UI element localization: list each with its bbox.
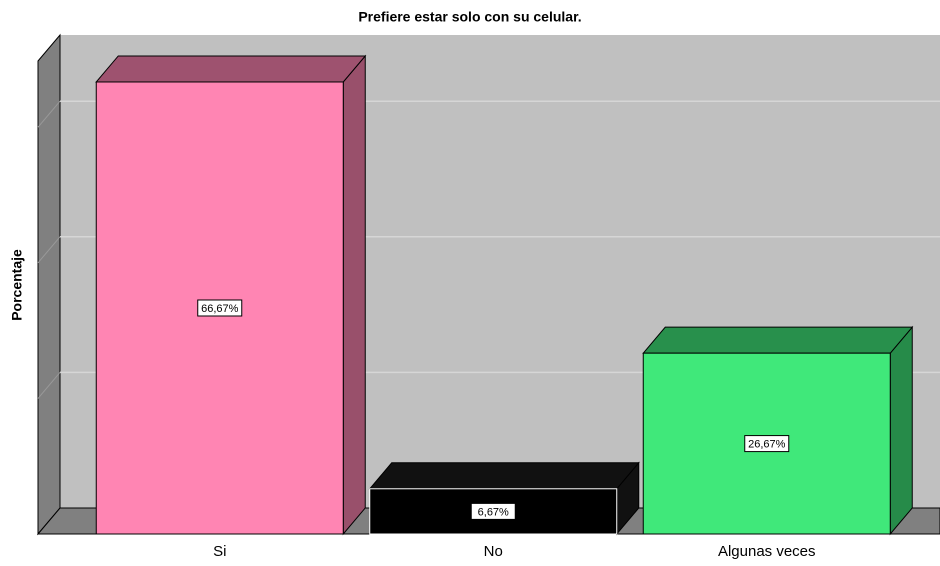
chart-title: Prefiere estar solo con su celular. [358, 9, 581, 25]
value-label-box [744, 435, 790, 453]
value-label: 6,67% [478, 506, 509, 518]
x-tick-label: Si [213, 543, 226, 560]
bar-side [342, 54, 366, 536]
bar-top [95, 55, 367, 83]
y-axis-label: Porcentaje [9, 249, 25, 321]
value-label: 26,67% [748, 438, 786, 450]
grid-line [37, 236, 61, 264]
grid-line [37, 372, 61, 399]
x-tick-label: Algunas veces [718, 543, 816, 560]
x-tick-label: No [484, 543, 503, 560]
bar-top [368, 462, 640, 490]
grid-line [37, 100, 61, 128]
left-wall [37, 33, 61, 536]
bar-top [642, 326, 914, 354]
value-label-box [470, 502, 516, 520]
value-label-box [197, 299, 243, 317]
bar-side [889, 325, 913, 536]
bar [369, 488, 618, 535]
value-label: 66,67% [201, 303, 239, 315]
